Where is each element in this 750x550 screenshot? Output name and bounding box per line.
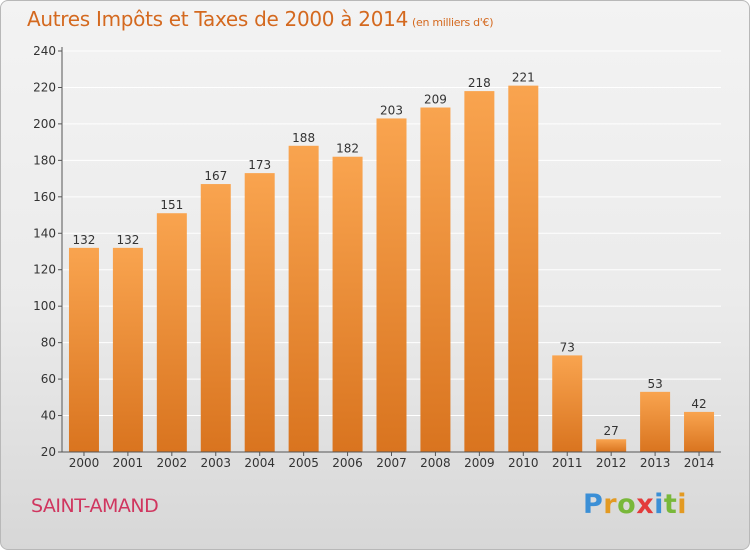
x-tick-label: 2013 [640,456,671,470]
y-tick-label: 140 [33,226,56,240]
chart-unit: (en milliers d'€) [412,16,494,29]
bar [596,439,627,452]
place-name: SAINT-AMAND [31,495,159,517]
logo-letter: P [583,489,604,520]
y-tick-label: 160 [33,190,56,204]
x-tick-label: 2012 [596,456,627,470]
bar [332,156,363,452]
bar [376,118,407,452]
y-tick-label: 200 [33,117,56,131]
y-tick-label: 60 [41,372,56,386]
y-tick-label: 80 [41,336,56,350]
bar [288,145,319,453]
data-label: 132 [73,233,96,247]
bar [684,411,715,452]
logo-letter: i [677,489,688,520]
data-label: 53 [647,377,662,391]
x-tick-label: 2014 [684,456,715,470]
data-label: 73 [560,340,575,354]
bar [200,184,231,453]
data-label: 132 [116,233,139,247]
y-tick-labels: 20 40 60 80 100 120 140 160 180 200 220 240 [33,44,56,459]
data-label: 218 [468,76,491,90]
data-label: 173 [248,158,271,172]
x-tick-label: 2010 [508,456,539,470]
x-tick-label: 2003 [200,456,231,470]
bars [68,85,715,453]
data-label: 42 [691,397,706,411]
data-label: 221 [512,71,535,85]
y-tick-label: 240 [33,44,56,58]
y-tick-label: 220 [33,80,56,94]
bar [156,213,187,452]
data-label: 203 [380,103,403,117]
x-tick-label: 2005 [288,456,319,470]
x-tick-label: 2009 [464,456,495,470]
data-label: 209 [424,93,447,107]
y-tick-label: 100 [33,299,56,313]
x-tick-label: 2002 [157,456,188,470]
data-label: 182 [336,142,359,156]
chart-title: Autres Impôts et Taxes de 2000 à 2014 (en… [27,7,493,31]
data-label: 188 [292,131,315,145]
x-tick-label: 2007 [376,456,407,470]
y-tick-label: 40 [41,409,56,423]
y-tick-label: 20 [41,445,56,459]
logo-letter: r [603,489,618,520]
bar [552,355,583,452]
data-label: 27 [604,424,619,438]
x-tick-labels: 2000 2001 2002 2003 2004 2005 2006 2007 2008 2009… [69,452,715,470]
x-tick-label: 2011 [552,456,583,470]
logo-letter: t [663,489,678,520]
x-tick-label: 2004 [244,456,275,470]
x-tick-label: 2008 [420,456,451,470]
bar [640,391,671,452]
logo-letter: x [636,489,655,520]
bar [244,173,275,452]
x-tick-label: 2001 [113,456,144,470]
bar [420,107,451,452]
data-label: 167 [204,169,227,183]
y-tick-label: 180 [33,153,56,167]
y-tick-label: 120 [33,263,56,277]
x-tick-label: 2006 [332,456,363,470]
chart-title-text: Autres Impôts et Taxes de 2000 à 2014 [27,7,408,31]
proxiti-logo: Proxiti [583,489,687,520]
bar [464,91,495,452]
bar [508,85,539,452]
logo-letter: o [617,489,637,520]
bar [68,247,99,452]
data-labels: 132 132 151 167 173 188 182 203 209 218 221 73 27 53 4… [73,71,707,439]
x-tick-label: 2000 [69,456,100,470]
logo-letter: i [654,489,664,520]
bar [112,247,143,452]
data-label: 151 [160,198,183,212]
